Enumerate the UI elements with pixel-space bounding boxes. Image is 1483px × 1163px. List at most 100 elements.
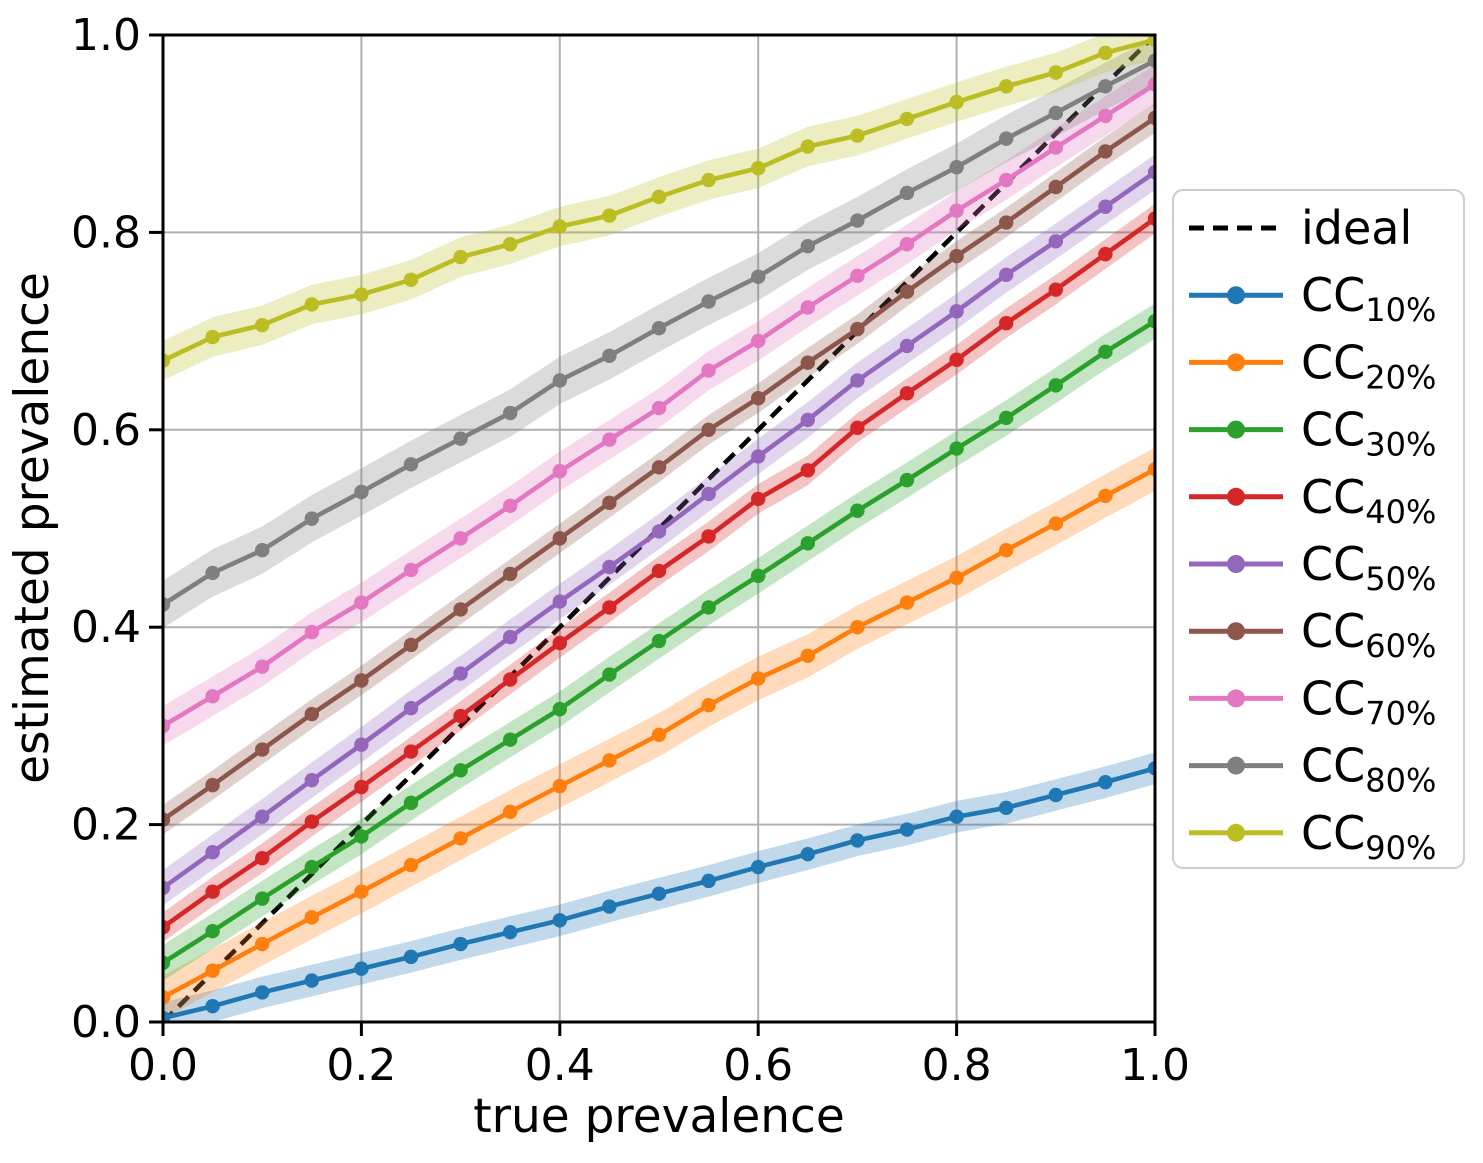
marker-cc-20% xyxy=(701,697,716,713)
marker-cc-50% xyxy=(1048,234,1064,249)
marker-cc-80% xyxy=(304,511,319,526)
marker-cc-90% xyxy=(651,189,667,205)
legend-label: CC50% xyxy=(1301,537,1436,598)
marker-cc-80% xyxy=(949,160,964,175)
marker-cc-80% xyxy=(354,484,369,500)
marker-cc-20% xyxy=(403,857,419,873)
marker-cc-70% xyxy=(949,203,964,218)
marker-cc-90% xyxy=(999,79,1014,94)
marker-cc-10% xyxy=(999,800,1014,816)
marker-cc-60% xyxy=(999,215,1014,230)
marker-cc-60% xyxy=(800,355,815,370)
marker-cc-90% xyxy=(403,272,419,287)
legend-label: CC10% xyxy=(1301,268,1436,329)
legend-entry: CC70% xyxy=(1189,671,1436,732)
marker-cc-20% xyxy=(949,570,964,586)
x-tick-label: 0.2 xyxy=(326,1040,396,1091)
marker-cc-10% xyxy=(1098,774,1113,790)
marker-cc-20% xyxy=(999,543,1014,558)
marker-cc-40% xyxy=(999,316,1014,331)
marker-cc-80% xyxy=(701,294,716,309)
marker-cc-20% xyxy=(255,936,270,952)
marker-cc-30% xyxy=(304,859,319,875)
legend-marker-sample xyxy=(1227,420,1245,439)
marker-cc-90% xyxy=(205,329,220,345)
marker-cc-10% xyxy=(899,822,915,837)
marker-cc-50% xyxy=(949,304,964,319)
marker-cc-90% xyxy=(354,287,369,302)
marker-cc-70% xyxy=(1098,108,1113,124)
legend-label: CC20% xyxy=(1301,335,1436,396)
marker-cc-30% xyxy=(163,955,171,970)
axes-frame: 0.0 0.2 0.4 0.6 0.8 1.0 0.0 0.2 0.4 0.6 0.8 1.0 xyxy=(71,10,1190,1091)
marker-cc-10% xyxy=(800,847,815,862)
marker-cc-80% xyxy=(899,185,915,201)
marker-cc-50% xyxy=(354,737,369,752)
marker-cc-40% xyxy=(503,672,518,687)
marker-cc-40% xyxy=(205,884,220,899)
marker-cc-50% xyxy=(552,594,567,609)
marker-cc-60% xyxy=(949,248,964,264)
marker-cc-90% xyxy=(850,128,865,143)
marker-cc-30% xyxy=(999,410,1014,426)
marker-cc-50% xyxy=(651,524,667,539)
legend-marker-sample xyxy=(1227,823,1245,842)
marker-cc-10% xyxy=(602,899,617,914)
legend-marker-sample xyxy=(1227,286,1245,305)
marker-cc-30% xyxy=(552,701,567,717)
marker-cc-20% xyxy=(1098,488,1113,504)
marker-cc-80% xyxy=(163,597,171,612)
marker-cc-60% xyxy=(255,742,270,757)
marker-cc-30% xyxy=(503,732,518,747)
marker-cc-20% xyxy=(453,831,468,846)
marker-cc-80% xyxy=(503,405,518,421)
marker-cc-30% xyxy=(899,472,915,488)
marker-cc-70% xyxy=(602,432,617,447)
marker-cc-10% xyxy=(255,985,270,1000)
marker-cc-60% xyxy=(751,391,766,406)
marker-cc-40% xyxy=(354,779,369,795)
legend-label: CC70% xyxy=(1301,671,1436,732)
marker-cc-20% xyxy=(751,671,766,686)
marker-cc-60% xyxy=(1048,179,1064,195)
marker-cc-70% xyxy=(163,718,171,734)
legend-label: CC90% xyxy=(1301,806,1436,867)
legend-marker-sample xyxy=(1227,689,1245,708)
marker-cc-30% xyxy=(949,441,964,456)
legend-entry: CC20% xyxy=(1189,335,1436,396)
marker-cc-50% xyxy=(850,373,865,388)
marker-cc-30% xyxy=(651,633,667,649)
plot-spines xyxy=(161,33,1157,1024)
marker-cc-50% xyxy=(751,449,766,464)
marker-cc-30% xyxy=(1048,378,1064,393)
marker-cc-10% xyxy=(503,924,518,940)
marker-cc-80% xyxy=(453,431,468,446)
legend-marker-sample xyxy=(1227,487,1245,506)
marker-cc-20% xyxy=(503,804,518,819)
x-tick-label: 0.8 xyxy=(922,1040,992,1091)
marker-cc-90% xyxy=(602,208,617,223)
x-axis-label: true prevalence xyxy=(473,1089,845,1144)
x-tick-label: 0.0 xyxy=(128,1040,198,1091)
legend-marker-sample xyxy=(1227,353,1245,372)
marker-cc-60% xyxy=(552,531,567,546)
marker-cc-60% xyxy=(701,422,716,437)
marker-cc-70% xyxy=(304,624,319,640)
marker-cc-60% xyxy=(1098,144,1113,159)
marker-cc-30% xyxy=(850,503,865,518)
marker-cc-40% xyxy=(701,529,716,544)
marker-cc-10% xyxy=(163,1010,171,1022)
marker-cc-30% xyxy=(453,763,468,778)
marker-cc-50% xyxy=(1147,164,1155,180)
y-tick-label: 0.0 xyxy=(71,997,141,1048)
marker-cc-50% xyxy=(999,267,1014,283)
legend-entry: CC10% xyxy=(1189,268,1436,329)
marker-cc-20% xyxy=(354,884,369,899)
plot-area xyxy=(163,35,1155,1022)
marker-cc-60% xyxy=(899,284,915,299)
marker-cc-10% xyxy=(304,973,319,988)
marker-cc-50% xyxy=(701,486,716,502)
marker-cc-40% xyxy=(1147,211,1155,226)
marker-cc-40% xyxy=(850,420,865,436)
